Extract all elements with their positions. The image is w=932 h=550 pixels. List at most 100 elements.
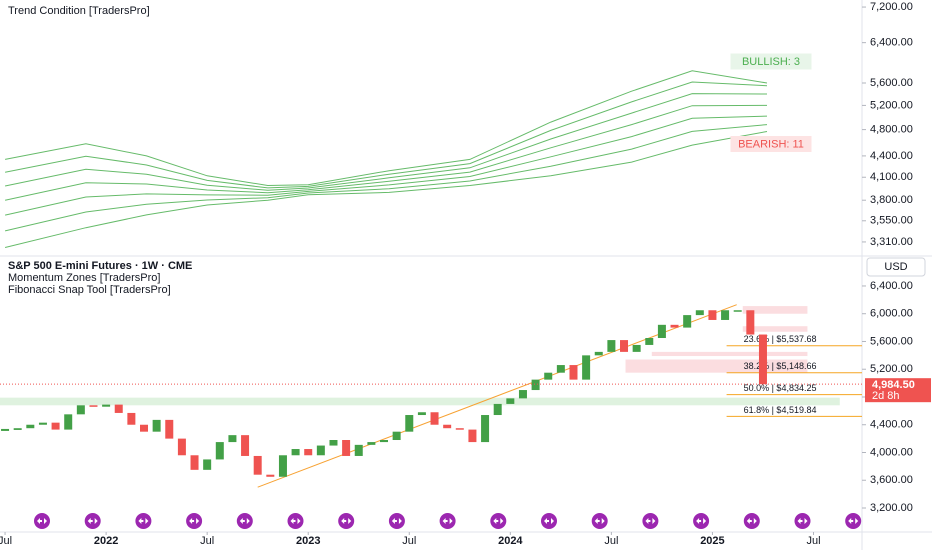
candle xyxy=(594,351,603,356)
candle xyxy=(708,310,717,320)
event-icon xyxy=(541,513,557,529)
candle xyxy=(26,424,35,429)
candle xyxy=(746,310,755,335)
y-tick-label: 4,000.00 xyxy=(870,446,913,458)
ribbon-line xyxy=(4,93,768,191)
candle xyxy=(190,455,199,470)
event-icon xyxy=(338,513,355,529)
candle xyxy=(632,344,641,352)
y-tick-label: 3,600.00 xyxy=(870,474,913,486)
event-icon-glyph xyxy=(138,518,149,524)
event-icon xyxy=(642,513,659,529)
candle xyxy=(114,404,123,413)
candle xyxy=(342,440,351,456)
candle xyxy=(455,428,464,430)
y-tick-label: 5,600.00 xyxy=(870,77,913,89)
y-tick-label: 4,100.00 xyxy=(870,171,913,183)
event-icon xyxy=(287,513,304,529)
candle xyxy=(468,429,477,443)
event-icon-glyph xyxy=(696,518,707,524)
zone xyxy=(742,306,808,314)
indicator-title: Fibonacci Snap Tool [TradersPro] xyxy=(8,284,171,296)
candle xyxy=(405,415,414,432)
event-icon-glyph xyxy=(848,518,859,524)
event-icon xyxy=(84,513,101,529)
candle xyxy=(607,340,616,352)
candle xyxy=(620,340,629,352)
candle xyxy=(354,444,363,456)
event-icon xyxy=(743,513,760,529)
event-icon-glyph xyxy=(493,518,504,524)
fib-label: 38.2% | $5,148.66 xyxy=(744,361,817,371)
event-icon-glyph xyxy=(37,518,47,524)
top-pane-title: Trend Condition [TradersPro] xyxy=(8,5,150,17)
y-tick-label: 3,200.00 xyxy=(870,502,913,514)
y-tick-label: 6,400.00 xyxy=(870,37,913,49)
ribbon-line xyxy=(4,115,768,216)
candle xyxy=(518,390,527,399)
candle xyxy=(506,398,515,404)
trendline xyxy=(257,304,737,488)
candle xyxy=(278,455,287,477)
event-icon-glyph xyxy=(746,518,757,524)
annotation: BEARISH: 11 xyxy=(738,138,804,150)
candle xyxy=(758,334,767,385)
candle xyxy=(733,310,742,312)
x-tick-label: 2025 xyxy=(700,535,724,547)
event-icon xyxy=(845,513,862,529)
candle xyxy=(493,403,502,416)
y-tick-label: 3,310.00 xyxy=(870,236,913,248)
fib-label: 23.6% | $5,537.68 xyxy=(744,334,817,344)
y-tick-label: 3,550.00 xyxy=(870,215,913,227)
y-tick-label: 5,600.00 xyxy=(870,335,913,347)
event-icon xyxy=(135,513,152,529)
event-icon-glyph xyxy=(391,518,402,524)
candle xyxy=(177,438,186,456)
candle xyxy=(569,365,578,380)
candle xyxy=(367,442,376,445)
candle xyxy=(329,440,338,446)
zone xyxy=(0,397,840,406)
y-tick-label: 5,200.00 xyxy=(870,363,913,375)
candle xyxy=(721,310,730,320)
candle xyxy=(215,442,224,460)
candle xyxy=(64,414,73,430)
event-icon xyxy=(439,513,456,529)
candle xyxy=(316,445,325,456)
candle xyxy=(544,372,553,380)
ribbon-line xyxy=(4,124,768,232)
currency-button[interactable] xyxy=(866,257,926,277)
ribbon-line xyxy=(4,104,768,201)
candle xyxy=(51,422,60,430)
candle xyxy=(481,415,490,443)
event-icon-glyph xyxy=(189,518,200,524)
event-icon-glyph xyxy=(797,518,808,524)
candle xyxy=(228,435,237,443)
candle xyxy=(102,404,111,407)
event-icon xyxy=(591,513,608,529)
candle xyxy=(670,324,679,328)
candle xyxy=(582,355,591,380)
indicator-title: Momentum Zones [TradersPro] xyxy=(8,272,160,284)
candle xyxy=(241,435,250,456)
ribbon-line xyxy=(5,81,768,189)
candle xyxy=(657,324,666,339)
event-icon-glyph xyxy=(594,518,605,524)
candle xyxy=(683,315,692,328)
price-label: 4,984.50 xyxy=(872,379,915,391)
event-icon xyxy=(388,513,405,529)
candle xyxy=(380,440,389,443)
y-tick-label: 4,400.00 xyxy=(870,150,913,162)
currency-label[interactable]: USD xyxy=(884,261,907,273)
ribbon-line xyxy=(5,70,768,187)
y-tick-label: 7,200.00 xyxy=(870,1,913,13)
zone xyxy=(742,326,808,332)
candle xyxy=(531,379,540,391)
y-tick-label: 6,000.00 xyxy=(870,308,913,320)
y-tick-label: 4,400.00 xyxy=(870,419,913,431)
x-tick-label: Jul xyxy=(806,535,820,547)
x-tick-label: 2024 xyxy=(498,535,523,547)
event-icon xyxy=(34,513,50,529)
candle xyxy=(127,412,136,425)
